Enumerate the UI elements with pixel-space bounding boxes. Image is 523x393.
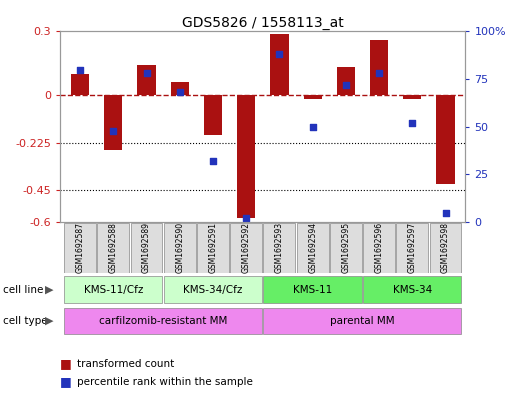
Text: GSM1692596: GSM1692596 [374,222,383,273]
Text: GSM1692594: GSM1692594 [308,222,317,273]
Text: parental MM: parental MM [330,316,395,326]
Point [142,70,151,77]
Text: GSM1692597: GSM1692597 [408,222,417,273]
Point [275,51,283,57]
Point [375,70,383,77]
Text: KMS-11: KMS-11 [293,285,332,295]
Text: GSM1692592: GSM1692592 [242,222,251,273]
FancyBboxPatch shape [264,222,295,273]
Bar [270,33,289,95]
Text: GSM1692589: GSM1692589 [142,222,151,273]
Text: cell line: cell line [3,285,43,295]
Point [342,82,350,88]
FancyBboxPatch shape [197,222,229,273]
FancyBboxPatch shape [396,222,428,273]
Text: transformed count: transformed count [77,358,175,369]
Bar [237,95,255,218]
Text: GSM1692598: GSM1692598 [441,222,450,273]
Text: ■: ■ [60,357,72,370]
Text: GSM1692595: GSM1692595 [342,222,350,273]
Title: GDS5826 / 1558113_at: GDS5826 / 1558113_at [182,17,344,30]
Bar [204,95,222,135]
Point [408,120,416,126]
Bar [337,68,355,95]
Text: cell type: cell type [3,316,47,326]
FancyBboxPatch shape [264,276,362,303]
Text: carfilzomib-resistant MM: carfilzomib-resistant MM [99,316,228,326]
FancyBboxPatch shape [230,222,262,273]
Text: GSM1692591: GSM1692591 [209,222,218,273]
FancyBboxPatch shape [64,308,262,334]
Text: KMS-11/Cfz: KMS-11/Cfz [84,285,143,295]
FancyBboxPatch shape [97,222,129,273]
Text: GSM1692588: GSM1692588 [109,222,118,273]
FancyBboxPatch shape [297,222,328,273]
FancyBboxPatch shape [363,222,395,273]
Text: KMS-34/Cfz: KMS-34/Cfz [183,285,243,295]
Point [209,158,217,164]
Bar [403,95,422,99]
Bar [71,74,89,95]
FancyBboxPatch shape [330,222,362,273]
Text: GSM1692590: GSM1692590 [175,222,184,273]
FancyBboxPatch shape [164,276,262,303]
Text: GSM1692587: GSM1692587 [76,222,85,273]
Bar [436,95,454,184]
FancyBboxPatch shape [131,222,163,273]
FancyBboxPatch shape [264,308,461,334]
Point [242,215,251,221]
FancyBboxPatch shape [429,222,461,273]
Bar [104,95,122,150]
FancyBboxPatch shape [164,222,196,273]
Bar [138,65,156,95]
Text: ▶: ▶ [45,316,53,326]
Point [109,127,118,134]
Text: GSM1692593: GSM1692593 [275,222,284,273]
Point [441,209,450,216]
Text: ▶: ▶ [45,285,53,295]
FancyBboxPatch shape [64,276,163,303]
FancyBboxPatch shape [363,276,461,303]
FancyBboxPatch shape [64,222,96,273]
Text: ■: ■ [60,375,72,389]
Point [309,123,317,130]
Point [176,89,184,95]
Point [76,66,84,73]
Text: KMS-34: KMS-34 [393,285,432,295]
Bar [370,40,388,95]
Bar [170,82,189,95]
Text: percentile rank within the sample: percentile rank within the sample [77,377,253,387]
Bar [303,95,322,99]
